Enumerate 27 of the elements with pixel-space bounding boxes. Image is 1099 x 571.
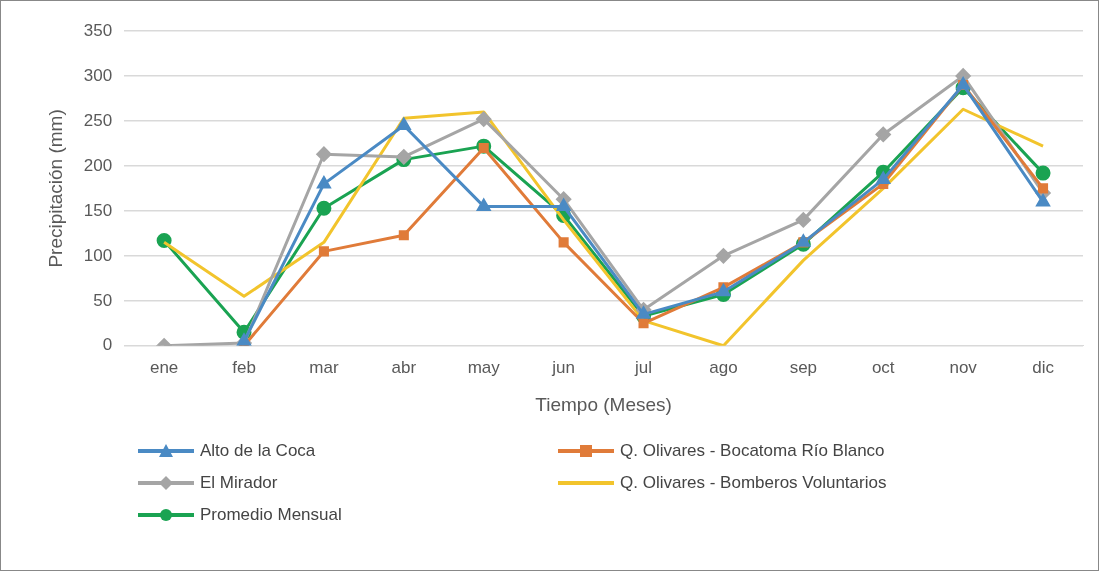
y-tick-label: 250 [83,110,113,130]
y-tick-label: 350 [83,20,113,40]
legend-label: Promedio Mensual [200,505,342,525]
x-tick-label: ene [149,357,179,377]
y-tick-label: 0 [102,335,113,355]
x-tick-label: dic [1032,357,1055,377]
x-tick-label: abr [391,357,417,377]
x-tick-label: may [467,357,501,377]
x-tick-label: oct [871,357,895,377]
y-axis-title: Precipitación (mm) [44,109,66,268]
y-tick-label: 150 [83,200,113,220]
x-tick-label: nov [949,357,978,377]
y-tick-label: 300 [83,65,113,85]
legend-label: Alto de la Coca [200,441,316,461]
legend-label: Q. Olivares - Bocatoma Río Blanco [620,441,885,461]
x-tick-label: mar [309,357,339,377]
y-tick-label: 100 [83,245,113,265]
y-tick-label: 200 [83,155,113,175]
x-axis-title: Tiempo (Meses) [535,393,672,415]
y-tick-label: 50 [93,290,113,310]
x-tick-label: jun [551,357,575,377]
legend-label: El Mirador [200,473,278,493]
x-tick-label: jul [634,357,653,377]
x-tick-label: ago [709,357,738,377]
x-tick-label: feb [232,357,256,377]
x-tick-label: sep [789,357,818,377]
legend-label: Q. Olivares - Bomberos Voluntarios [620,473,887,493]
